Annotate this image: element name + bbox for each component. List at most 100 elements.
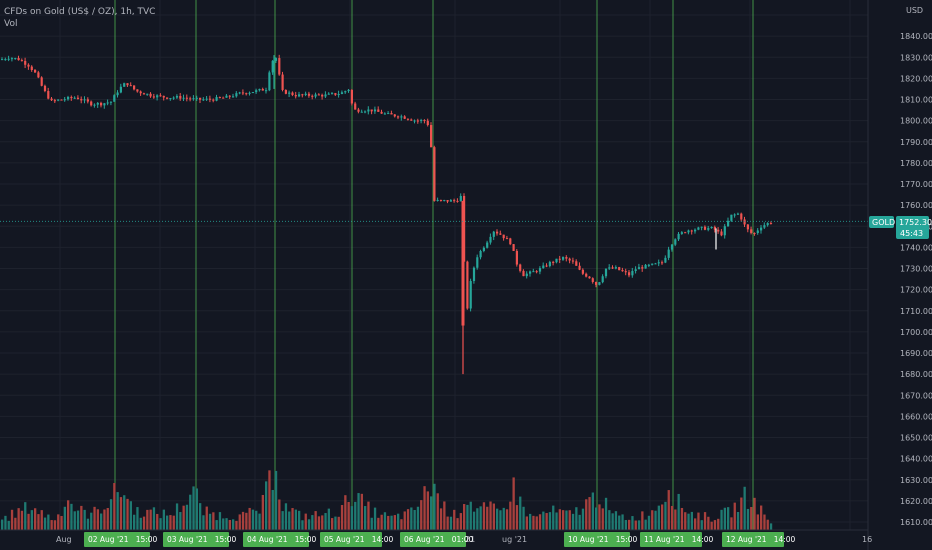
candle-body — [499, 233, 502, 235]
price-tick-label: 1670.00 — [900, 391, 932, 400]
volume-bar — [515, 505, 519, 530]
candle-body — [149, 93, 152, 97]
volume-bar — [459, 513, 462, 530]
volume-bar — [139, 517, 142, 530]
candle-body — [588, 276, 591, 279]
volume-bar — [185, 504, 189, 530]
symbol-description[interactable]: CFDs on Gold (US$ / OZ), 1h, TVC — [4, 7, 156, 17]
candle-body — [555, 258, 558, 263]
price-tick-label: 1780.00 — [900, 159, 932, 168]
candle-body — [443, 200, 446, 202]
volume-bar — [486, 506, 489, 530]
candle-body — [245, 93, 248, 95]
volume-bar — [241, 511, 245, 530]
candle-body — [736, 213, 740, 215]
volume-bar — [222, 518, 225, 530]
volume-bar — [152, 507, 156, 530]
price-scale-currency[interactable]: USD — [906, 6, 923, 15]
volume-bar — [199, 503, 202, 530]
volume-bar — [727, 507, 730, 530]
volume-bar — [47, 514, 50, 530]
candle-body — [466, 261, 469, 309]
candle-body — [156, 95, 159, 98]
candle-body — [657, 262, 660, 264]
candle-body — [614, 267, 617, 269]
candle-body — [766, 223, 769, 226]
candle-body — [634, 269, 637, 271]
candle-body — [109, 101, 113, 103]
volume-bar — [426, 491, 429, 530]
volume-bar — [235, 520, 238, 530]
volume-bar — [367, 501, 370, 530]
volume-bar — [413, 509, 416, 530]
candle-body — [482, 247, 485, 251]
candle-body — [179, 96, 182, 99]
candle-body — [628, 272, 631, 276]
candle-body — [529, 271, 532, 274]
candle-body — [24, 60, 27, 65]
candle-body — [598, 282, 601, 285]
chart-legend: CFDs on Gold (US$ / OZ), 1h, TVC Vol — [4, 6, 155, 30]
candle-body — [83, 99, 86, 101]
volume-bar — [314, 511, 317, 530]
volume-bar — [608, 510, 611, 530]
volume-bar — [192, 486, 195, 530]
candle-body — [664, 257, 667, 263]
candle-body — [433, 147, 436, 201]
volume-bar — [103, 509, 106, 530]
volume-bar — [740, 497, 743, 530]
candle-body — [591, 278, 594, 282]
candle-body — [565, 257, 568, 259]
candle-body — [364, 111, 367, 113]
candle-body — [720, 231, 723, 236]
time-marker-label: 03 Aug '21 15:00 — [167, 535, 237, 544]
candle-body — [585, 273, 588, 277]
candle-body — [202, 99, 205, 101]
candle-body — [505, 238, 509, 240]
time-scale[interactable]: Aug 21 ug '21 16 02 Aug '21 15:00 03 Aug '21 … — [56, 532, 872, 547]
candle-body — [727, 220, 730, 227]
candle-body — [578, 265, 581, 270]
volume-bar — [370, 517, 373, 530]
volume-bar — [519, 496, 522, 530]
volume-bar — [133, 514, 136, 530]
time-marker-label: 12 Aug '21 14:00 — [726, 535, 796, 544]
candle-body — [403, 116, 406, 119]
volume-bar — [420, 500, 423, 530]
price-tick-label: 1760.00 — [900, 201, 932, 210]
candle-body — [314, 94, 317, 97]
volume-bar — [354, 501, 357, 530]
volume-bar — [733, 502, 736, 530]
candle-body — [205, 98, 208, 100]
candle-body — [103, 103, 106, 106]
volume-bar — [228, 519, 231, 530]
candle-body — [63, 99, 66, 101]
volume-bar — [340, 505, 344, 530]
volume-bar — [416, 506, 420, 530]
volume-bar — [106, 508, 109, 530]
candle-body — [489, 236, 492, 243]
candle-body — [515, 250, 518, 265]
volume-bar — [558, 509, 561, 530]
candle-body — [449, 200, 452, 202]
candle-body — [159, 95, 162, 97]
candle-body — [562, 257, 565, 260]
candle-body — [377, 109, 380, 112]
volume-bar — [637, 520, 641, 530]
volume-bar — [331, 518, 334, 530]
candle-body — [60, 99, 63, 101]
volume-bar — [723, 507, 726, 530]
volume-indicator-label[interactable]: Vol — [4, 19, 18, 29]
candle-body — [212, 99, 215, 101]
price-tick-label: 1840.00 — [900, 32, 932, 41]
volume-bar — [760, 505, 763, 530]
volume-bar — [284, 503, 288, 530]
volume-bar — [53, 520, 57, 530]
volume-bar — [634, 520, 637, 530]
candle-body — [670, 244, 674, 250]
price-tick-label: 1730.00 — [900, 265, 932, 274]
volume-bar — [502, 507, 505, 530]
volume-bar — [208, 513, 212, 530]
volume-bar — [479, 506, 482, 530]
